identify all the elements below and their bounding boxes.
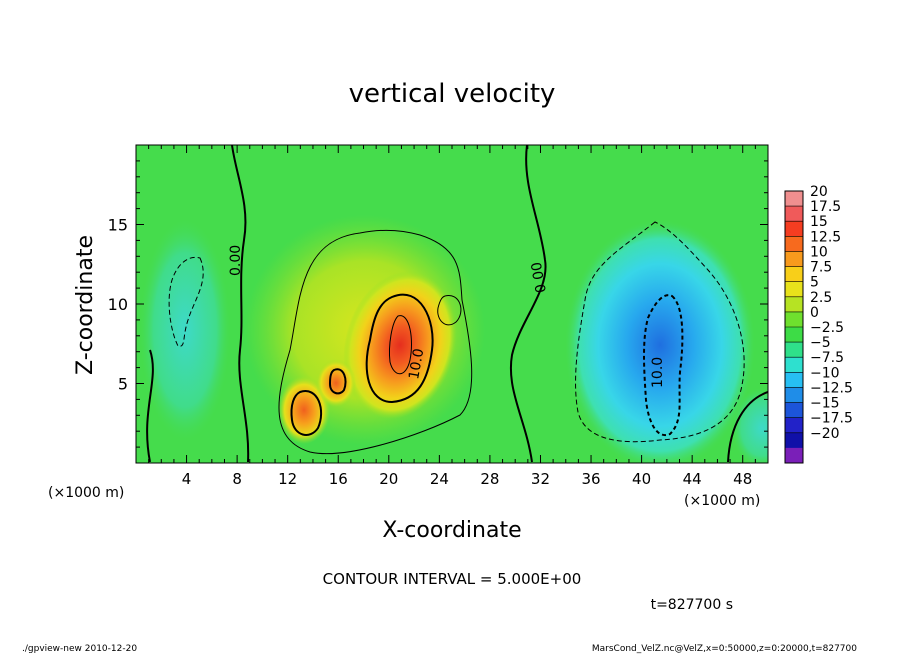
downdraft-edge: [732, 388, 768, 463]
colorbar-swatch: [785, 221, 803, 237]
y-axis-label: Z-coordinate: [73, 235, 98, 375]
colorbar-swatch: [785, 206, 803, 222]
colorbar-swatch: [785, 357, 803, 373]
colorbar-label: −20: [810, 426, 840, 442]
colorbar-swatch: [785, 311, 803, 328]
colorbar-label: −15: [810, 396, 840, 412]
y-tick-label: 5: [118, 375, 128, 394]
x-tick-label: 16: [329, 470, 348, 488]
colorbar-label: 0: [810, 305, 819, 321]
x-tick-label: 44: [683, 470, 702, 488]
x-tick-label: 8: [232, 470, 242, 488]
colorbar-swatch: [785, 236, 803, 252]
x-tick-label: 24: [430, 470, 449, 488]
colorbar-swatch: [785, 191, 803, 207]
x-tick-label: 36: [581, 470, 600, 488]
zero-contour-lower-left: [146, 349, 154, 463]
colorbar-label: −17.5: [810, 411, 853, 427]
time-stamp: t=827700 s: [651, 597, 733, 613]
colorbar-label: −10: [810, 365, 840, 381]
colorbar-swatch: [785, 296, 803, 313]
colorbar-label: −7.5: [810, 350, 844, 366]
x-unit-right: (×1000 m): [684, 493, 760, 509]
y-tick-label: 10: [108, 295, 128, 314]
colorbar-label: 20: [810, 184, 828, 200]
footer-right: MarsCond_VelZ.nc@VelZ,x=0:50000,z=0:2000…: [592, 644, 857, 654]
x-tick-label: 4: [182, 470, 192, 488]
downdraft-main: [565, 220, 755, 463]
five-contour-updraft: [278, 229, 473, 455]
zero-contour-lower-right: [727, 391, 768, 463]
footer-left: ./gpview-new 2010-12-20: [22, 644, 137, 654]
x-tick-label: 20: [379, 470, 398, 488]
plot-area: 0.00 0.00 10.0 10.0: [136, 145, 768, 463]
contour-label: 0.00: [529, 261, 550, 294]
contour-label: 0.00: [228, 245, 244, 276]
colorbar-swatch: [785, 281, 803, 298]
x-axis-label: X-coordinate: [382, 518, 521, 543]
colorbar-swatch: [785, 432, 803, 449]
minus-ten-contour-downdraft: [643, 294, 684, 437]
colorbar-label: 10: [810, 244, 828, 260]
colorbar-swatch: [785, 251, 803, 268]
colorbar-label: 17.5: [810, 199, 841, 215]
colorbar-label: 7.5: [810, 260, 832, 276]
ten-contour-main: [365, 293, 434, 404]
ten-contour-a: [290, 390, 323, 436]
colorbar-label: −2.5: [810, 320, 844, 336]
x-tick-label: 40: [632, 470, 651, 488]
x-tick-label: 28: [480, 470, 499, 488]
ten-contour-b: [328, 368, 347, 395]
x-tick-label: 32: [531, 470, 550, 488]
colorbar-label: −12.5: [810, 380, 853, 396]
colorbar-swatch: [785, 387, 803, 404]
colorbar-label: 5: [810, 275, 819, 291]
contour-interval: CONTOUR INTERVAL = 5.000E+00: [323, 570, 582, 588]
updraft-main: [343, 271, 457, 419]
x-axis: 4 8 12 16 20 24 28 32 36 40 44 48: [148, 145, 756, 488]
zero-contour-right: [509, 145, 547, 463]
chart-title: vertical velocity: [349, 79, 556, 109]
updraft-secondary-a: [278, 376, 330, 444]
y-axis: 5 10 15: [108, 160, 768, 448]
colorbar-swatch: [785, 447, 803, 464]
x-tick-label: 12: [278, 470, 297, 488]
fifteen-contour-core: [389, 315, 412, 375]
colorbar-label: −5: [810, 335, 831, 351]
y-tick-label: 15: [108, 216, 128, 235]
colorbar-swatch: [785, 342, 803, 358]
colorbar-swatch: [785, 402, 803, 419]
colorbar-swatch: [785, 372, 803, 388]
colorbar-swatch: [785, 266, 803, 283]
minus-five-contour-left: [168, 256, 204, 347]
minus-five-contour-downdraft: [575, 221, 745, 443]
contour-label: 10.0: [406, 347, 427, 380]
colorbar-swatch: [785, 417, 803, 434]
x-tick-label: 48: [733, 470, 752, 488]
colorbar-label: 12.5: [810, 229, 841, 245]
x-unit-left: (×1000 m): [48, 485, 124, 501]
contour-label: 10.0: [650, 357, 666, 388]
colorbar-swatch: [785, 327, 803, 343]
colorbar-label: 2.5: [810, 290, 832, 306]
updraft-secondary-b: [316, 359, 356, 407]
zero-contour-left: [231, 145, 250, 463]
five-contour-bubble: [437, 295, 462, 326]
colorbar-label: 15: [810, 214, 828, 230]
colorbar: 2017.51512.5107.552.50−2.5−5−7.5−10−12.5…: [784, 184, 853, 464]
